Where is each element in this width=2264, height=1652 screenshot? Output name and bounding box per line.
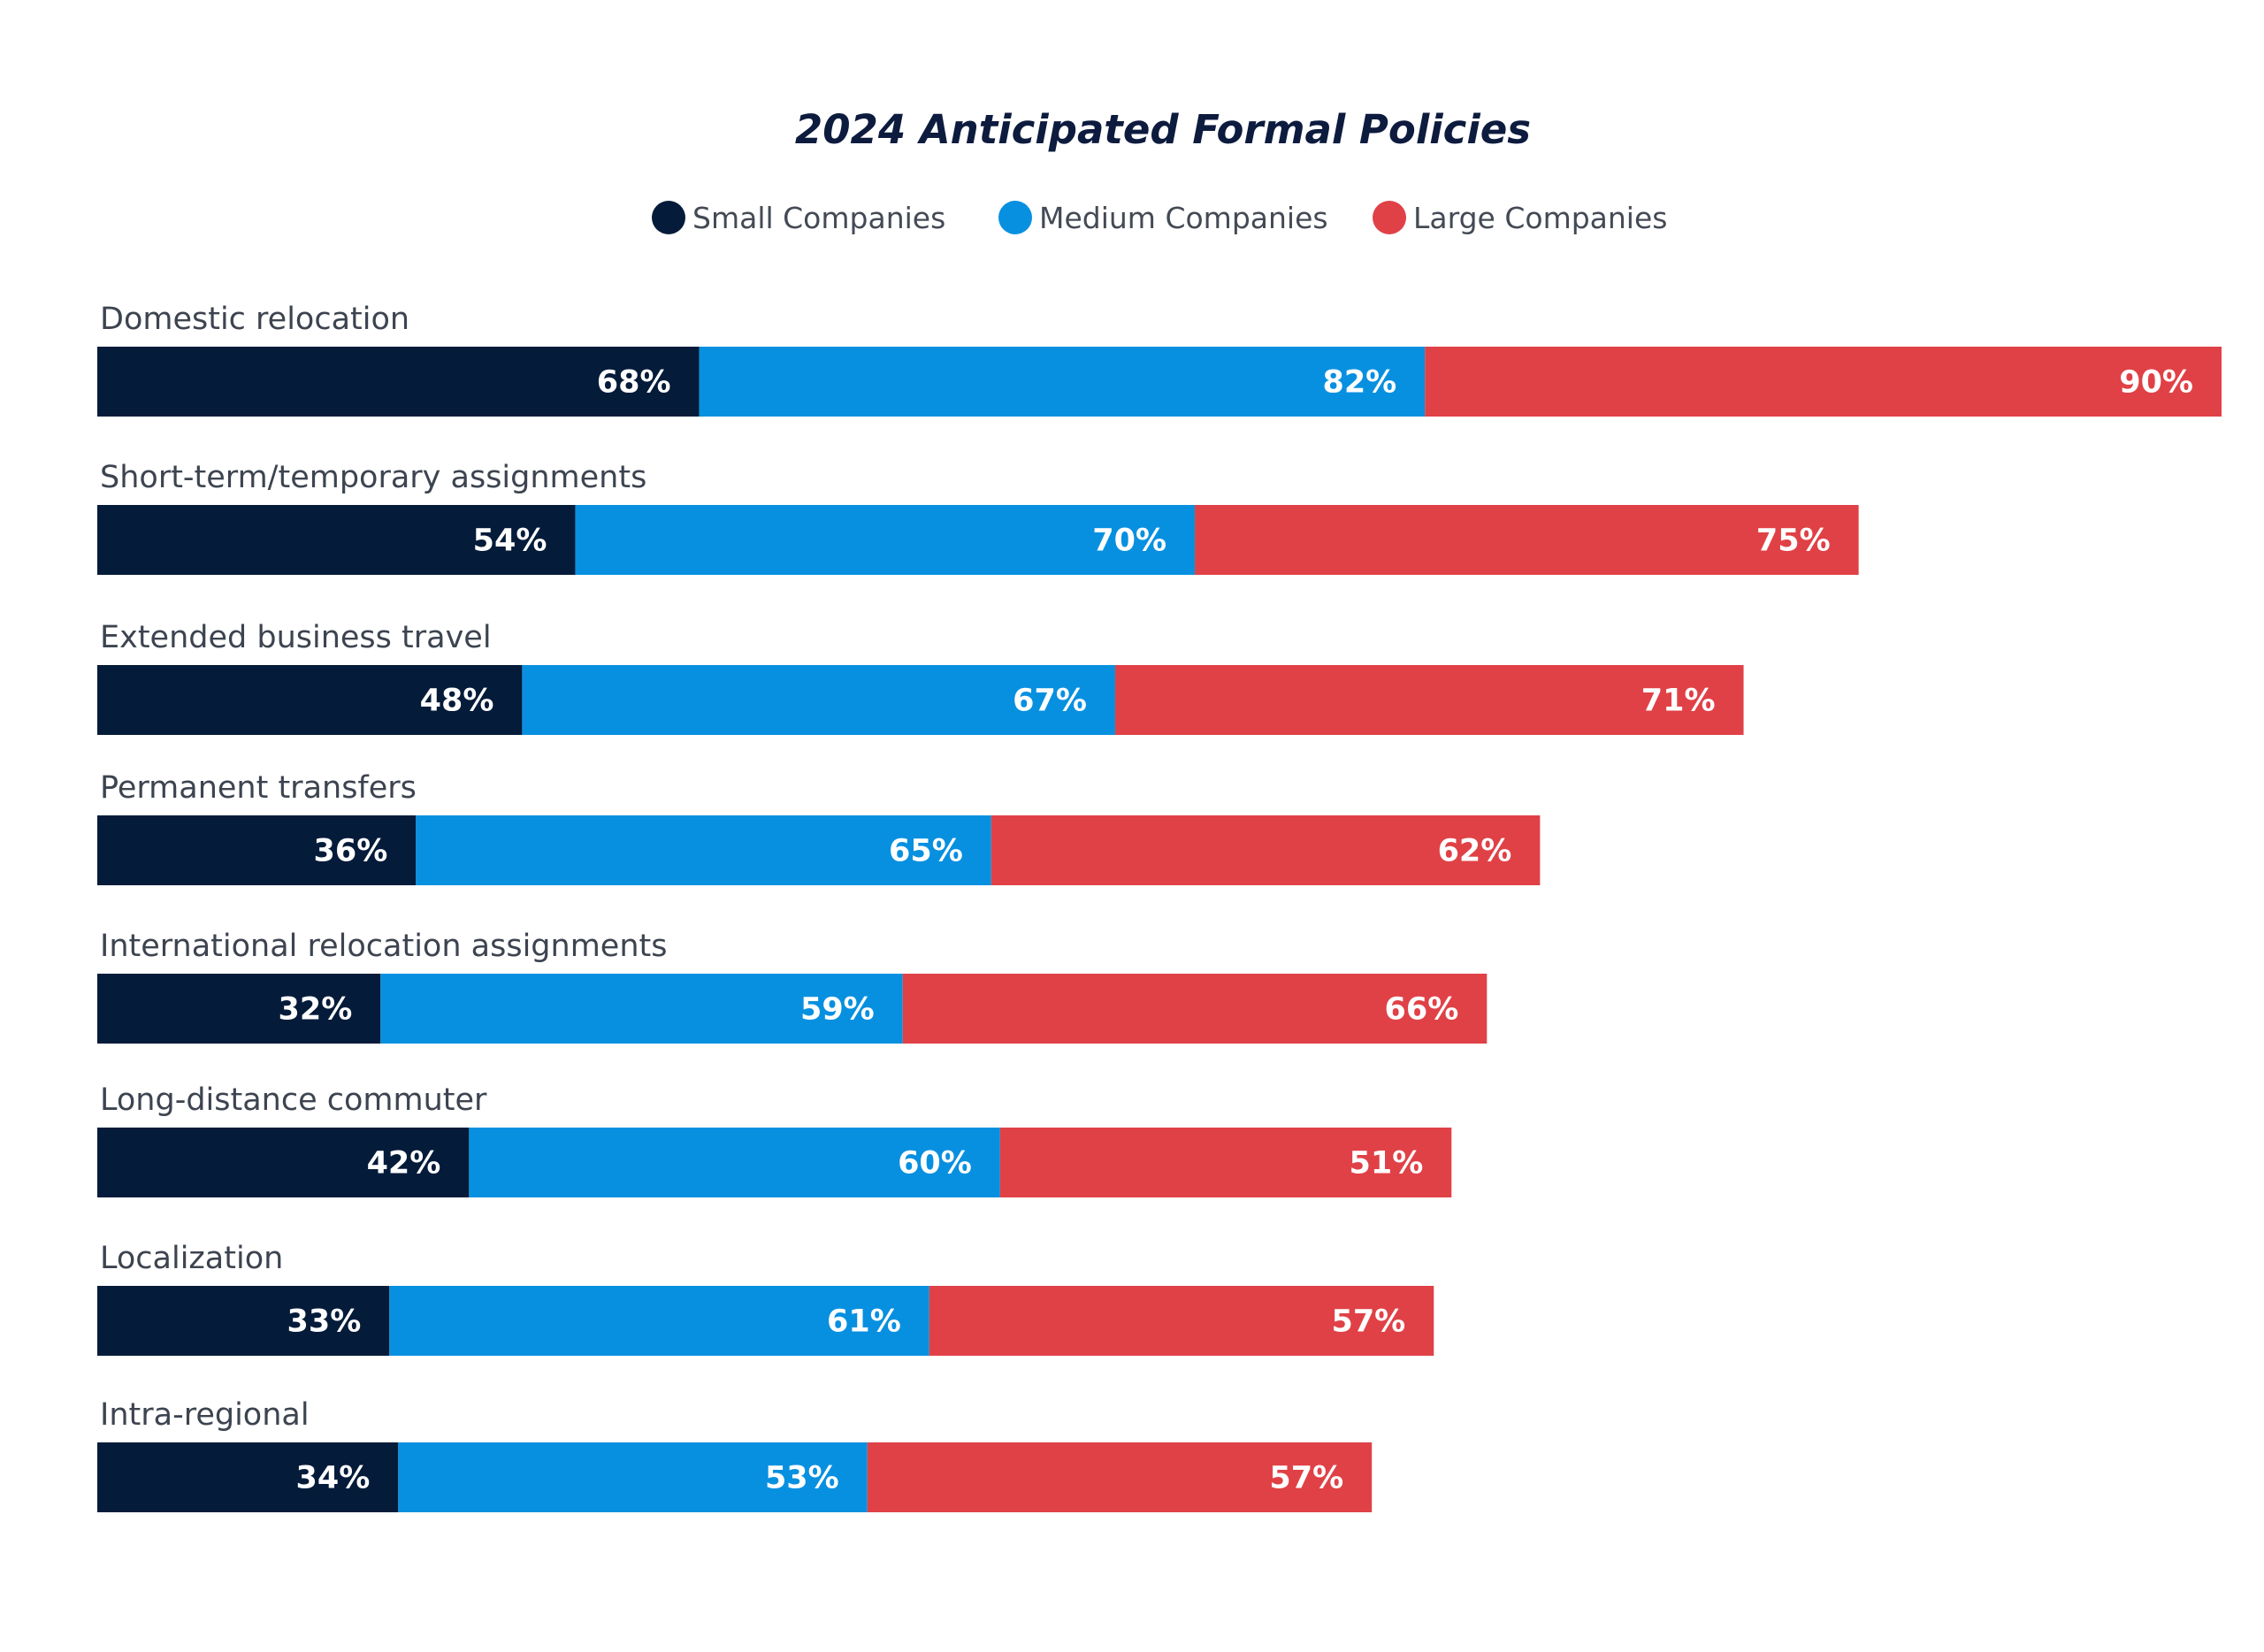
bar-row-short-term-temporary-assignments: Short-term/temporary assignments 54% 70% 75… bbox=[97, 460, 1859, 575]
value-label: 61% bbox=[827, 1304, 901, 1340]
value-label: 34% bbox=[296, 1461, 371, 1496]
legend-item-medium-companies: Medium Companies bbox=[998, 201, 1328, 235]
category-label: Extended business travel bbox=[100, 620, 492, 655]
bar-segment-large-companies bbox=[929, 1286, 1434, 1356]
legend-item-small-companies: Small Companies bbox=[652, 201, 945, 235]
value-label: 66% bbox=[1385, 992, 1459, 1028]
legend-item-large-companies: Large Companies bbox=[1373, 201, 1667, 235]
category-label: Domestic relocation bbox=[100, 302, 409, 337]
bar-segment-small-companies bbox=[97, 665, 523, 735]
bar-segment-large-companies bbox=[902, 974, 1488, 1044]
category-label: Permanent transfers bbox=[100, 770, 417, 806]
bar-segment-medium-companies bbox=[575, 505, 1196, 575]
chart-title: 2024 Anticipated Formal Policies bbox=[795, 106, 1531, 153]
value-label: 54% bbox=[473, 524, 547, 559]
value-label: 57% bbox=[1269, 1461, 1343, 1496]
bar-segment-large-companies bbox=[1195, 505, 1859, 575]
value-label: 65% bbox=[889, 834, 963, 869]
bar-segment-medium-companies bbox=[380, 974, 903, 1044]
category-label: Long-distance commuter bbox=[100, 1082, 487, 1118]
value-label: 57% bbox=[1331, 1304, 1405, 1340]
bar-segment-medium-companies bbox=[699, 347, 1426, 417]
bar-row-intra-regional: Intra-regional 34% 53% 57% bbox=[97, 1397, 1373, 1512]
bar-segment-small-companies bbox=[97, 974, 381, 1044]
value-label: 75% bbox=[1756, 524, 1831, 559]
value-label: 71% bbox=[1641, 684, 1716, 719]
value-label: 82% bbox=[1322, 365, 1396, 401]
bar-segment-medium-companies bbox=[522, 665, 1115, 735]
value-label: 90% bbox=[2119, 365, 2193, 401]
bar-segment-small-companies bbox=[97, 347, 700, 417]
bar-rows: Domestic relocation 68% 82% 90% Short-term/t… bbox=[97, 302, 2222, 1512]
value-label: 48% bbox=[420, 684, 494, 719]
value-label: 32% bbox=[278, 992, 352, 1028]
bar-segment-large-companies bbox=[867, 1442, 1373, 1512]
bar-segment-small-companies bbox=[97, 1128, 470, 1197]
value-label: 36% bbox=[314, 834, 388, 869]
bar-segment-medium-companies bbox=[389, 1286, 929, 1356]
bar-segment-small-companies bbox=[97, 1286, 390, 1356]
value-label: 68% bbox=[597, 365, 671, 401]
bar-segment-large-companies bbox=[990, 815, 1541, 885]
bar-segment-large-companies bbox=[1425, 347, 2222, 417]
bar-segment-small-companies bbox=[97, 1442, 399, 1512]
value-label: 59% bbox=[800, 992, 875, 1028]
value-label: 51% bbox=[1349, 1146, 1423, 1182]
value-label: 42% bbox=[367, 1146, 441, 1182]
legend-swatch-small-companies bbox=[652, 201, 685, 234]
value-label: 70% bbox=[1092, 524, 1166, 559]
value-label: 62% bbox=[1438, 834, 1512, 869]
legend-swatch-large-companies bbox=[1373, 201, 1406, 234]
bar-row-domestic-relocation: Domestic relocation 68% 82% 90% bbox=[97, 302, 2222, 417]
bar-segment-large-companies bbox=[1114, 665, 1744, 735]
value-label: 67% bbox=[1013, 684, 1087, 719]
category-label: International relocation assignments bbox=[100, 929, 667, 964]
bar-segment-medium-companies bbox=[416, 815, 991, 885]
category-label: Short-term/temporary assignments bbox=[100, 460, 646, 495]
category-label: Intra-regional bbox=[100, 1397, 310, 1433]
bar-segment-medium-companies bbox=[469, 1128, 1000, 1197]
bar-segment-medium-companies bbox=[398, 1442, 868, 1512]
bar-segment-small-companies bbox=[97, 505, 576, 575]
bar-row-long-distance-commuter: Long-distance commuter 42% 60% 51% bbox=[97, 1082, 1452, 1197]
legend: Small Companies Medium Companies Large Com… bbox=[652, 201, 1667, 235]
category-label: Localization bbox=[100, 1241, 283, 1276]
bar-row-permanent-transfers: Permanent transfers 36% 65% 62% bbox=[97, 770, 1541, 885]
legend-label: Large Companies bbox=[1413, 201, 1667, 235]
legend-label: Medium Companies bbox=[1039, 201, 1328, 235]
legend-label: Small Companies bbox=[692, 201, 945, 235]
legend-swatch-medium-companies bbox=[998, 201, 1032, 234]
bar-row-international-relocation-assignments: International relocation assignments 32% 5… bbox=[97, 929, 1488, 1044]
bar-segment-large-companies bbox=[999, 1128, 1452, 1197]
value-label: 60% bbox=[898, 1146, 972, 1182]
bar-segment-small-companies bbox=[97, 815, 417, 885]
value-label: 53% bbox=[765, 1461, 839, 1496]
value-label: 33% bbox=[287, 1304, 361, 1340]
bar-row-extended-business-travel: Extended business travel 48% 67% 71% bbox=[97, 620, 1744, 735]
